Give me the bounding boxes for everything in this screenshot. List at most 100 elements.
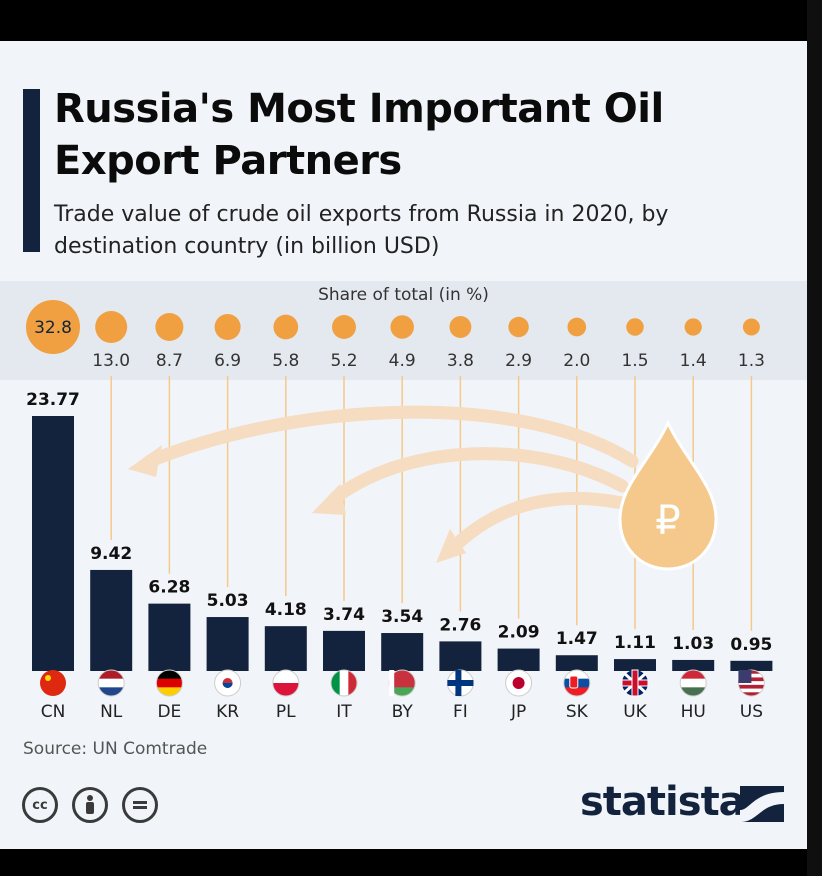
value-label: 2.09 [498,623,540,643]
value-label: 1.03 [672,634,714,654]
share-dot [742,318,760,336]
cc-icon[interactable]: cc [22,787,58,823]
share-label: 13.0 [92,351,130,371]
flag-stripe [680,678,707,688]
hungary-flag-icon [679,669,707,697]
flag-star [45,675,51,681]
chart-title: Russia's Most Important Oil Export Partn… [54,86,664,184]
category-label: FI [453,702,468,722]
curved-arrows [128,405,639,563]
value-label: 6.28 [148,578,190,598]
flag-stripe [563,687,590,696]
netherlands-flag-icon [97,669,125,697]
flag-outline [679,669,707,697]
share-label: 1.5 [621,351,648,371]
flag-bg [40,670,66,696]
share-dot [155,313,184,341]
value-label: 9.42 [90,544,132,564]
flag-stripe [98,687,125,696]
curved-arrow-icon [445,491,629,556]
bar [323,630,365,671]
value-label: 23.77 [26,390,80,410]
finland-flag-icon [446,669,474,697]
statista-logo-icon[interactable] [740,786,784,822]
category-label: SK [566,702,589,722]
uk-flag-icon [621,669,649,697]
value-label: 4.18 [265,600,307,620]
flag-stripe [738,684,765,690]
flag-stripe [272,670,299,684]
flag-stripes [98,670,125,696]
category-label: PL [276,702,296,722]
flag-stripe [156,687,183,696]
share-label: 8.7 [156,351,183,371]
flag-stripes [272,670,299,696]
category-label: DE [157,702,181,722]
flag-stripe [389,687,416,696]
share-label: 2.9 [505,351,532,371]
flag-stripe [331,670,341,696]
flag-stripe [563,670,590,680]
bar [90,569,133,671]
share-label: 3.8 [447,351,474,371]
germany-flag-icon [155,669,183,697]
attribution-icon[interactable] [72,787,108,823]
value-label: 0.95 [730,635,772,655]
share-label: 1.4 [680,351,707,371]
arrowhead [436,529,466,563]
flag-stripe [156,678,183,688]
flag-stripe [272,683,299,696]
category-label: NL [100,702,123,722]
share-dot [214,313,241,341]
flag-shield [569,675,579,689]
flag-canton [738,670,752,683]
share-label: 5.8 [272,351,299,371]
curved-arrow-icon [328,447,629,505]
statista-wordmark[interactable]: statista [580,779,746,825]
category-label: KR [216,702,239,722]
share-dot [95,311,128,343]
source-note: Source: UN Comtrade [23,739,208,759]
flag-outline [272,669,300,697]
share-label: 1.3 [738,351,765,371]
share-dot [332,315,356,339]
flag-stripe [339,670,349,696]
flag-stripe [680,670,707,680]
share-label: 6.9 [214,351,241,371]
share-label: 4.9 [389,351,416,371]
svg-text:₽: ₽ [655,498,680,544]
category-label: UK [623,702,647,722]
bar [206,617,249,671]
share-label: 32.8 [34,318,72,338]
flag-stripes [331,670,357,696]
bar [148,603,191,671]
flag-outline [155,669,183,697]
share-dot [390,315,414,339]
flag-stripe [156,670,183,680]
ruble-oil-drop-icon: ₽ [618,419,718,571]
category-label: BY [392,702,414,722]
flag-stripes [680,670,707,696]
flag-sun [512,677,525,689]
share-label: 5.2 [330,351,357,371]
flag-stripe [680,687,707,696]
category-label: JP [510,702,526,722]
south-korea-flag-icon [214,669,242,697]
category-label: HU [681,702,706,722]
flag-ornament [389,670,395,696]
flag-stripe [389,678,416,688]
value-label: 5.03 [207,591,249,611]
value-label: 3.74 [323,605,365,625]
category-label: US [740,702,763,722]
flag-stripe [98,670,125,680]
bar-chart: ₽ 32.8 13.0 8.7 6.9 5.8 5.2 4.9 3.8 2.9 2.0 1.5 1.4… [26,300,773,722]
bar [439,641,482,671]
infographic-card: Russia's Most Important Oil Export Partn… [0,41,807,849]
curved-arrow-icon [143,405,639,468]
bar [497,648,540,671]
no-derivatives-icon[interactable] [122,787,158,823]
bar [730,660,773,671]
flag-stripe [738,681,765,686]
value-label: 3.54 [381,607,423,627]
flag-stripe [98,678,125,688]
